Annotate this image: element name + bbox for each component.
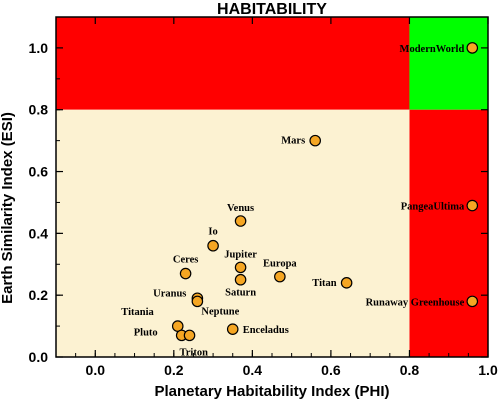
label-enceladus: Enceladus	[243, 325, 289, 336]
habitability-regions	[56, 17, 488, 358]
point-modernworld	[466, 42, 479, 54]
region-0	[56, 17, 410, 110]
point-io	[207, 239, 219, 252]
label-titania: Titania	[121, 307, 154, 318]
region-3	[56, 109, 410, 358]
label-io: Io	[208, 227, 217, 238]
point-jupiter	[234, 261, 247, 274]
y-tick-label: 0.0	[29, 349, 49, 365]
x-tick-label: 1.0	[478, 362, 498, 378]
label-titan: Titan	[312, 278, 336, 289]
x-tick-label: 0.4	[243, 362, 263, 378]
label-europa: Europa	[263, 259, 297, 270]
y-tick-label: 0.8	[29, 102, 49, 118]
label-venus: Venus	[227, 203, 254, 214]
x-tick-label: 0.8	[400, 362, 420, 378]
y-tick-label: 0.6	[29, 164, 49, 180]
chart-title: HABITABILITY	[217, 1, 327, 18]
y-tick-label: 0.2	[29, 287, 49, 303]
label-neptune: Neptune	[201, 306, 239, 317]
point-titan	[340, 277, 353, 289]
label-runaway-greenhouse: Runaway Greenhouse	[366, 297, 465, 308]
label-ceres: Ceres	[173, 255, 198, 266]
label-jupiter: Jupiter	[224, 249, 257, 260]
point-venus	[234, 215, 247, 227]
point-neptune	[191, 295, 204, 308]
point-triton	[183, 329, 196, 342]
region-2	[409, 109, 488, 358]
point-enceladus	[226, 323, 239, 335]
data-points	[171, 42, 479, 342]
region-1	[409, 17, 488, 110]
label-mars: Mars	[281, 136, 305, 147]
y-tick-label: 0.4	[29, 225, 49, 241]
x-tick-label: 0.0	[86, 362, 106, 378]
label-saturn: Saturn	[225, 288, 256, 299]
label-pluto: Pluto	[134, 327, 158, 338]
label-pangeaultima: PangeaUltima	[401, 202, 465, 213]
y-tick-label: 1.0	[29, 40, 49, 56]
point-runaway-greenhouse	[466, 295, 479, 308]
y-axis-label: Earth Similarity Index (ESI)	[0, 112, 16, 304]
point-saturn	[234, 273, 247, 286]
label-modernworld: ModernWorld	[400, 44, 465, 55]
point-mars	[309, 134, 321, 147]
label-triton: Triton	[180, 347, 209, 358]
point-pangeaultima	[466, 199, 479, 212]
point-ceres	[179, 267, 192, 280]
label-uranus: Uranus	[153, 288, 186, 299]
axis-ticks: 0.0 0.2 0.4 0.6 0.8 1.0 0.0 0.2 0.4 0.6 0.8 1.0	[29, 16, 498, 378]
point-europa	[274, 270, 286, 283]
point-labels: ModernWorld Mars PangeaUltima Venus Io Jupite…	[121, 44, 465, 358]
x-tick-label: 0.6	[321, 362, 341, 378]
x-tick-label: 0.2	[164, 362, 184, 378]
x-axis-label: Planetary Habitability Index (PHI)	[154, 383, 389, 400]
